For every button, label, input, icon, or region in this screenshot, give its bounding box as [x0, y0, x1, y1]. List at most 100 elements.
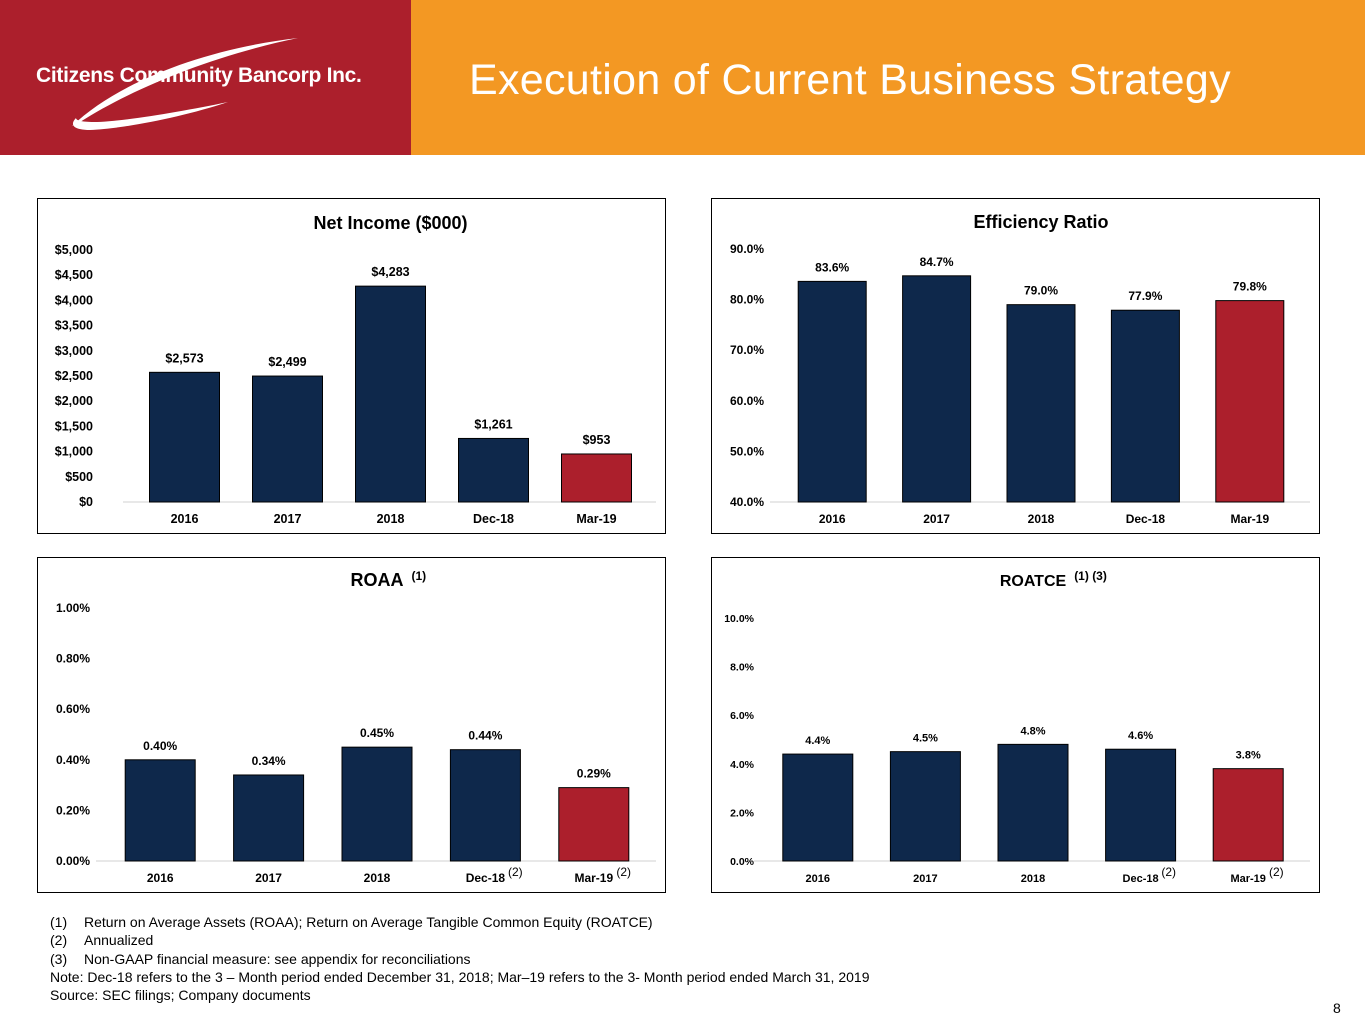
efficiency-ratio-bar [1215, 300, 1285, 503]
footnote-2-number: (2) [50, 932, 68, 949]
net-income-bar [149, 371, 220, 503]
roaa-ytick-label: 0.20% [56, 803, 90, 817]
roatce-value-label: 4.6% [1128, 730, 1153, 742]
roatce-bar [1212, 768, 1284, 862]
net-income-value-label: $2,499 [268, 355, 306, 369]
roatce-bar [782, 753, 854, 862]
efficiency-ratio-bar [902, 275, 972, 503]
roatce-ytick-label: 8.0% [730, 662, 755, 674]
roatce-ytick-label: 10.0% [724, 613, 754, 625]
efficiency-ratio-title: Efficiency Ratio [973, 212, 1108, 232]
net-income-ytick-label: $3,000 [55, 344, 93, 358]
efficiency-ratio-bar [1110, 309, 1180, 503]
roatce-title: ROATCE [1000, 573, 1067, 590]
period-note: Note: Dec-18 refers to the 3 – Month per… [50, 968, 870, 985]
efficiency-ratio-bar [1006, 304, 1076, 503]
roaa-category-label: 2018 [364, 871, 391, 885]
footnote-1-text: Return on Average Assets (ROAA); Return … [84, 914, 653, 930]
roaa-bar [341, 746, 413, 862]
roatce-ytick-label: 6.0% [730, 710, 755, 722]
roaa-bar [124, 759, 196, 862]
footnotes: (1) Return on Average Assets (ROAA); Retu… [50, 913, 870, 1004]
roatce-title-superscript: (1) (3) [1074, 569, 1107, 583]
roatce-value-label: 4.5% [913, 733, 938, 745]
net-income-bar [355, 285, 426, 503]
footnote-1-number: (1) [50, 914, 68, 930]
net-income-ytick-label: $5,000 [55, 243, 93, 257]
roaa-category-note: (2) [508, 865, 523, 879]
footnote-3: (3) Non-GAAP financial measure: see appen… [50, 950, 870, 968]
efficiency-ratio-bar [797, 280, 867, 503]
net-income-ytick-label: $3,500 [55, 319, 93, 333]
roaa-category-label: 2016 [147, 871, 174, 885]
efficiency-ratio-category-label: 2017 [923, 512, 950, 526]
footnote-3-text: Non-GAAP financial measure: see appendix… [84, 950, 471, 967]
roatce-category-label: 2016 [806, 873, 830, 885]
roaa-value-label: 0.40% [143, 739, 177, 753]
net-income-category-label: Mar-19 [576, 512, 616, 526]
net-income-ytick-label: $2,000 [55, 394, 93, 408]
net-income-category-label: 2016 [171, 512, 199, 526]
net-income-ytick-label: $500 [65, 470, 93, 484]
net-income-ytick-label: $4,500 [55, 268, 93, 282]
net-income-value-label: $2,573 [165, 351, 203, 365]
logo-swoosh-icon [72, 38, 298, 130]
efficiency-ratio-ytick-label: 90.0% [730, 242, 764, 256]
roatce-bar [1105, 748, 1177, 862]
roaa-ytick-label: 0.60% [56, 702, 90, 716]
header-title-panel [411, 0, 1365, 155]
roaa-value-label: 0.29% [577, 767, 611, 781]
efficiency-ratio-category-label: 2016 [819, 512, 846, 526]
net-income-chart: Net Income ($000) $0 $500 $1,000 $1,500 $2,00… [37, 198, 666, 534]
roatce-category-label: Mar-19 [1230, 873, 1265, 885]
net-income-category-label: Dec-18 [473, 512, 514, 526]
net-income-ytick-label: $1,500 [55, 419, 93, 433]
net-income-value-label: $953 [583, 433, 611, 447]
roatce-chart: ROATCE (1) (3) 0.0% 2.0% 4.0% 6.0% 8.0% 10.0% 4.… [711, 557, 1320, 893]
net-income-ytick-label: $2,500 [55, 369, 93, 383]
net-income-bar [458, 437, 529, 503]
roaa-value-label: 0.45% [360, 726, 394, 740]
net-income-bar [561, 453, 632, 503]
footnote-2: (2) Annualized [50, 931, 870, 949]
roatce-bar [889, 751, 961, 862]
efficiency-ratio-category-label: 2018 [1028, 512, 1055, 526]
roatce-value-label: 4.4% [805, 735, 830, 747]
net-income-ytick-label: $0 [79, 495, 93, 509]
roatce-category-label: 2018 [1021, 873, 1045, 885]
roatce-bar [997, 743, 1069, 862]
roaa-bar [449, 749, 521, 862]
net-income-title: Net Income ($000) [313, 213, 467, 233]
efficiency-ratio-ytick-label: 70.0% [730, 343, 764, 357]
source-note: Source: SEC filings; Company documents [50, 987, 311, 1004]
roatce-category-label: Dec-18 [1123, 873, 1159, 885]
roaa-category-label: Dec-18 [466, 871, 506, 885]
efficiency-ratio-chart-svg: Efficiency Ratio 40.0% 50.0% 60.0% 70.0% 80.0… [730, 212, 1310, 526]
efficiency-ratio-category-label: Dec-18 [1126, 512, 1166, 526]
net-income-bar [252, 375, 323, 503]
net-income-value-label: $4,283 [371, 265, 409, 279]
roaa-ytick-label: 1.00% [56, 601, 90, 615]
roaa-ytick-label: 0.80% [56, 652, 90, 666]
company-logo-text: Citizens Community Bancorp Inc. [36, 64, 362, 87]
roaa-chart: ROAA (1) 0.00% 0.20% 0.40% 0.60% 0.80% 1.00% 0.4… [37, 557, 666, 893]
net-income-value-label: $1,261 [474, 417, 512, 431]
roatce-ytick-label: 2.0% [730, 807, 755, 819]
roaa-value-label: 0.34% [252, 754, 286, 768]
roatce-value-label: 4.8% [1020, 725, 1045, 737]
efficiency-ratio-ytick-label: 50.0% [730, 444, 764, 458]
roaa-ytick-label: 0.00% [56, 854, 90, 868]
efficiency-ratio-value-label: 77.9% [1128, 289, 1162, 303]
efficiency-ratio-value-label: 79.8% [1233, 280, 1267, 294]
net-income-category-label: 2018 [377, 512, 405, 526]
net-income-chart-svg: Net Income ($000) $0 $500 $1,000 $1,500 $2,00… [55, 213, 656, 526]
net-income-ytick-label: $1,000 [55, 445, 93, 459]
roaa-title: ROAA [351, 570, 404, 590]
roatce-category-label: 2017 [913, 873, 937, 885]
footnote-3-number: (3) [50, 950, 68, 967]
efficiency-ratio-value-label: 83.6% [815, 260, 849, 274]
efficiency-ratio-value-label: 84.7% [920, 255, 954, 269]
roaa-category-label: 2017 [255, 871, 282, 885]
header-brand-panel: Citizens Community Bancorp Inc. [0, 0, 411, 155]
roatce-category-note: (2) [1161, 865, 1176, 879]
